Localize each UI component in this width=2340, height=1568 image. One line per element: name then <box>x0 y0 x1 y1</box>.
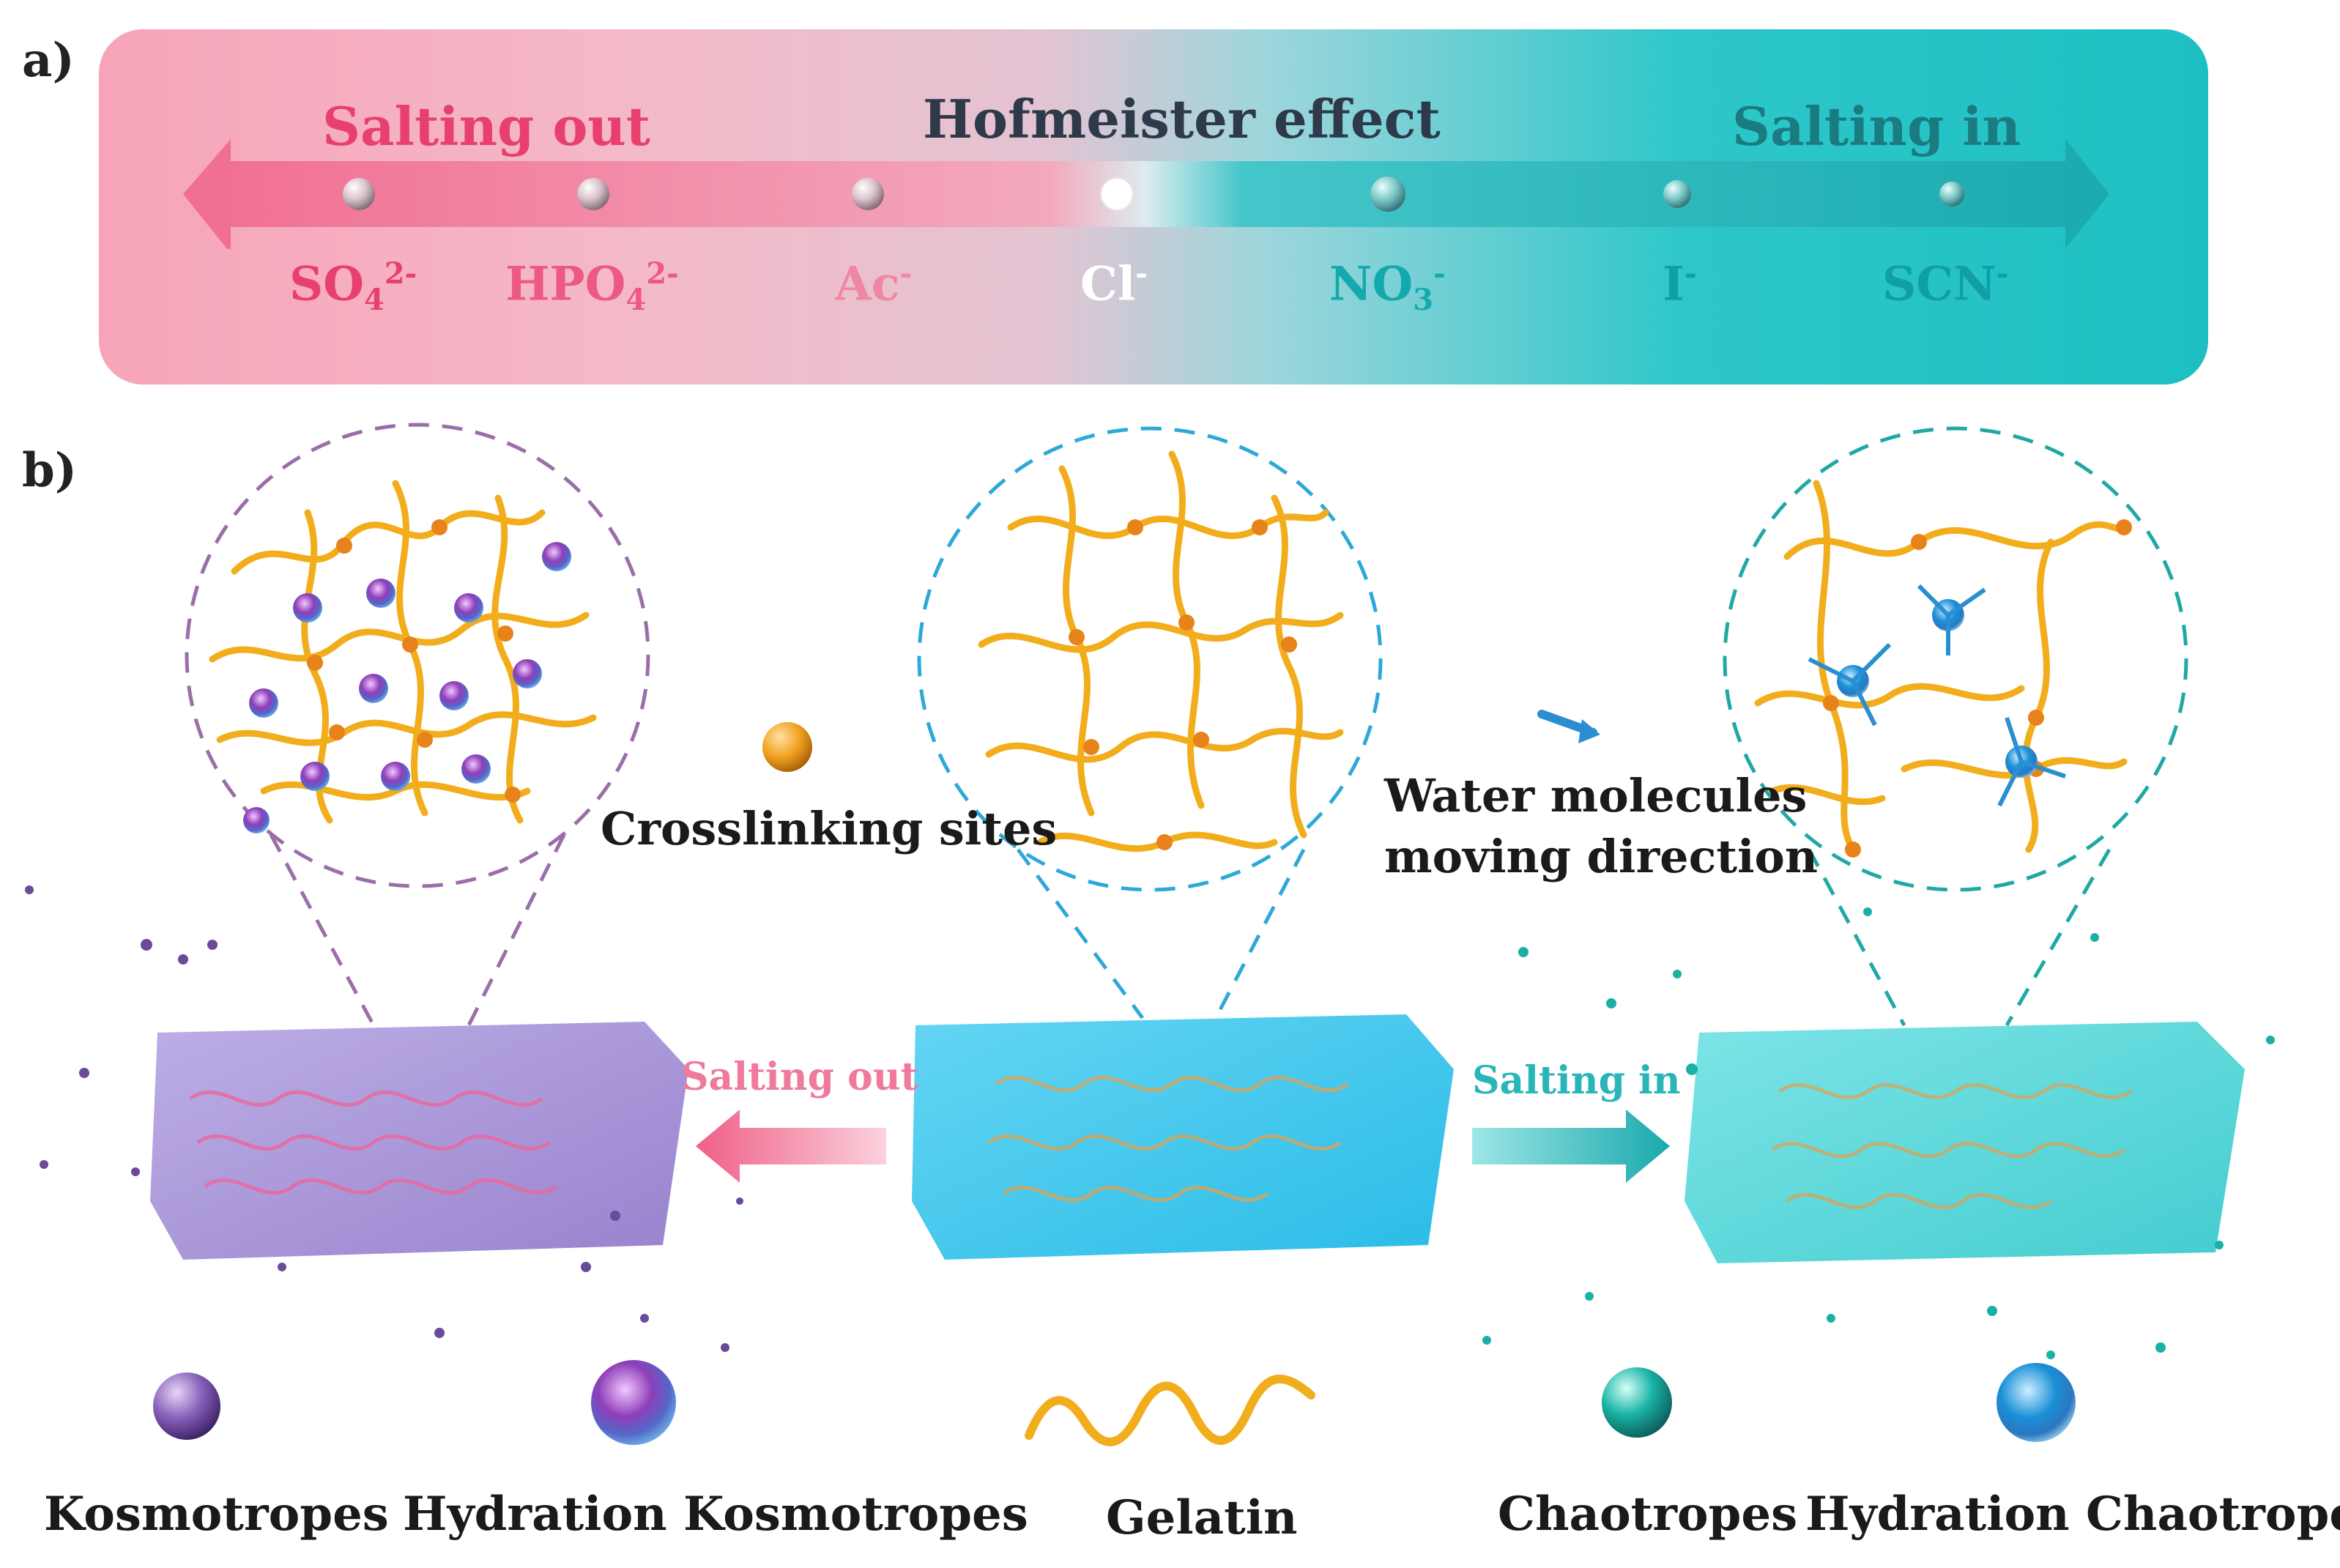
ion-charge: - <box>1684 256 1697 291</box>
gelatin-legend: Gelatin <box>1106 1490 1298 1545</box>
hydration-kosmotrope-icon <box>591 1360 676 1445</box>
salting-in-label: Salting in <box>1472 1058 1681 1103</box>
original-hydrogel-block <box>912 1014 1454 1260</box>
chaotrope-water-arrows <box>1808 584 2066 807</box>
chaotrope-icon <box>1602 1367 1672 1438</box>
ion-charge: - <box>1996 256 2009 291</box>
kosmotrope-zoom-circle <box>185 423 650 888</box>
ion-base: Ac <box>835 256 900 312</box>
kosmotrope-crosslinks <box>307 519 521 803</box>
kosmotrope-icon <box>153 1372 220 1440</box>
ion-label-6: SCN- <box>1882 256 2008 311</box>
chaotrope-ions <box>1837 599 2038 778</box>
ion-charge: - <box>1433 256 1446 291</box>
kosmotrope-hydrogel-block <box>150 1022 688 1260</box>
crosslinking-site-icon <box>762 722 812 772</box>
ion-charge: 2- <box>646 256 679 291</box>
hofmeister-title: Hofmeister effect <box>923 88 1441 150</box>
kosmotrope-ions <box>243 542 571 833</box>
gelatin-icon <box>1025 1375 1315 1446</box>
water-direction-label-line2: moving direction <box>1384 830 1818 883</box>
chaotropes-legend: Chaotropes <box>1498 1487 1798 1542</box>
salting-in-title: Salting in <box>1732 95 2021 157</box>
ion-base: SCN <box>1882 256 1997 312</box>
ion-label-0: SO42- <box>289 256 417 317</box>
hydration-chaotropes-legend: Hydration Chaotropes <box>1805 1487 2340 1542</box>
hofmeister-banner <box>99 29 2208 384</box>
salting-in-arrow <box>1472 1110 1670 1183</box>
ion-label-1: HPO42- <box>505 256 679 317</box>
kosmotrope-network <box>209 480 597 824</box>
ion-label-4: NO3- <box>1329 256 1446 317</box>
ion-charge: - <box>1135 256 1148 291</box>
water-direction-label-line1: Water molecules <box>1384 769 1808 822</box>
chaotrope-crosslinks <box>1823 519 2132 858</box>
salting-out-label: Salting out <box>681 1055 918 1099</box>
hydration-chaotrope-icon <box>1997 1363 2076 1442</box>
ion-subscript: 4 <box>363 283 385 318</box>
kosmotropes-legend: Kosmotropes <box>44 1487 389 1542</box>
ion-label-5: I- <box>1663 256 1697 311</box>
chaotrope-hydrogel-block <box>1685 1022 2245 1263</box>
salting-out-title: Salting out <box>322 95 650 157</box>
ion-charge: - <box>899 256 913 291</box>
ion-base: SO <box>289 256 364 312</box>
crosslinking-sites-label: Crosslinking sites <box>601 802 1058 855</box>
ion-label-3: Cl- <box>1080 256 1148 311</box>
water-direction-icon <box>1537 710 1600 743</box>
ion-base: Cl <box>1080 256 1136 312</box>
gelatin-crosslinks <box>1069 519 1297 850</box>
panel-b-label: b) <box>22 443 78 498</box>
ion-subscript: 4 <box>625 283 647 318</box>
ion-base: HPO <box>505 256 626 312</box>
salting-out-arrow <box>696 1110 886 1183</box>
ion-subscript: 3 <box>1413 283 1434 318</box>
ion-base: NO <box>1329 256 1414 312</box>
chaotrope-network <box>1754 480 2128 853</box>
ion-charge: 2- <box>384 256 417 291</box>
ion-base: I <box>1663 256 1685 312</box>
hydration-kosmotropes-legend: Hydration Kosmotropes <box>403 1487 1028 1542</box>
chaotrope-particles <box>1482 907 2275 1359</box>
gelatin-network <box>978 450 1344 852</box>
kosmotrope-particles <box>25 885 743 1352</box>
panel-a-label: a) <box>22 33 75 88</box>
ion-label-2: Ac- <box>835 256 912 311</box>
